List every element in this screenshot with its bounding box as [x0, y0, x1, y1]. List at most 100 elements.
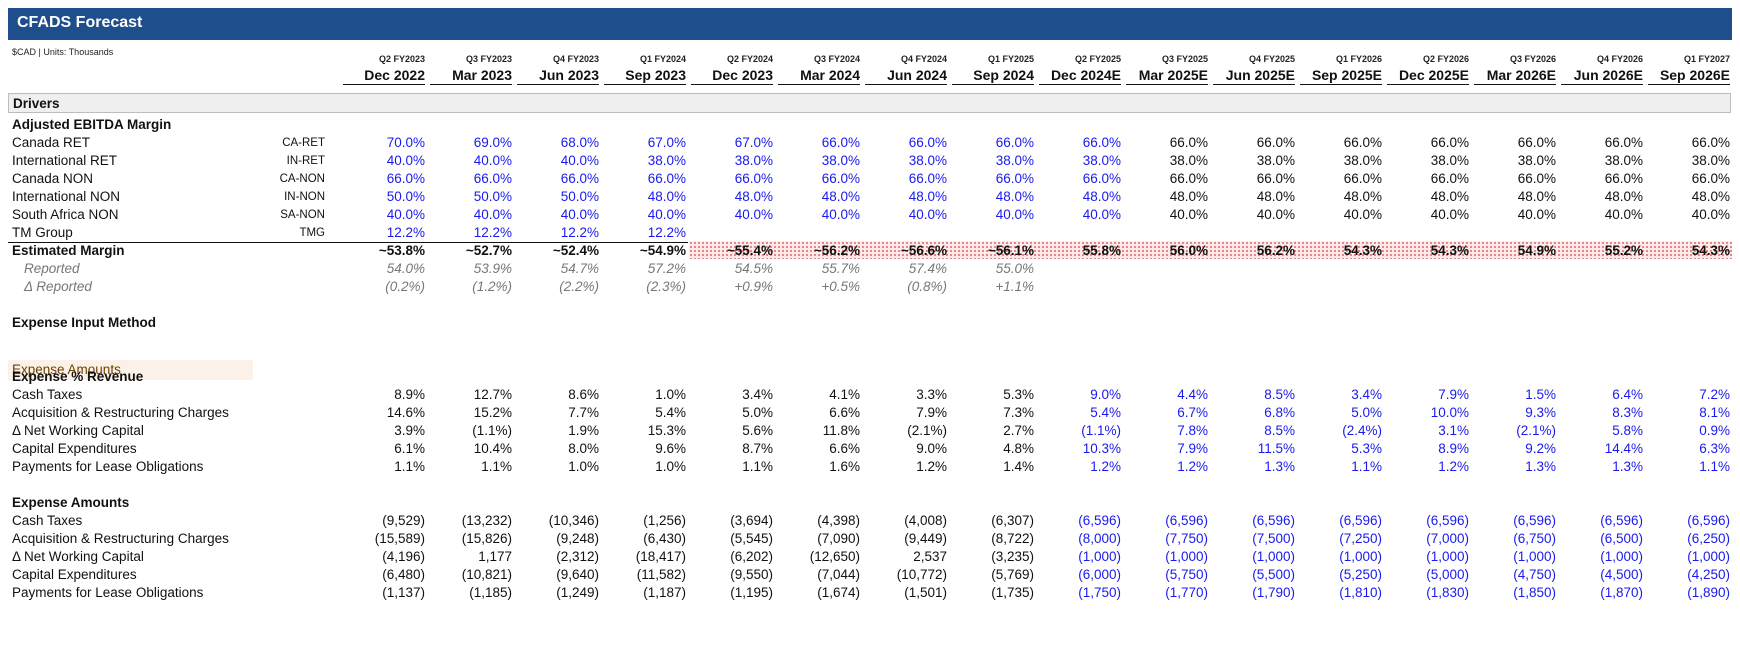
- value-cell[interactable]: (1,810): [1339, 585, 1382, 600]
- value-cell[interactable]: 12.2%: [386, 225, 425, 240]
- value-cell[interactable]: (1.2%): [472, 279, 512, 294]
- value-cell[interactable]: 40.0%: [908, 207, 947, 222]
- value-cell[interactable]: (3,235): [991, 549, 1034, 564]
- value-cell[interactable]: (1,000): [1513, 549, 1556, 564]
- value-cell[interactable]: (5,000): [1426, 567, 1469, 582]
- value-cell[interactable]: (5,545): [730, 531, 773, 546]
- value-cell[interactable]: 6.4%: [1612, 387, 1643, 402]
- value-cell[interactable]: 66.0%: [734, 171, 773, 186]
- value-cell[interactable]: 40.0%: [1430, 207, 1469, 222]
- value-cell[interactable]: (10,772): [896, 567, 947, 582]
- value-cell[interactable]: ~54.9%: [639, 243, 686, 258]
- value-cell[interactable]: 54.3%: [1343, 243, 1382, 258]
- value-cell[interactable]: 3.3%: [916, 387, 947, 402]
- value-cell[interactable]: (11,582): [636, 567, 686, 582]
- value-cell[interactable]: (6,596): [1252, 513, 1295, 528]
- value-cell[interactable]: 40.0%: [1604, 207, 1643, 222]
- value-cell[interactable]: 8.7%: [742, 441, 773, 456]
- value-cell[interactable]: (1,870): [1600, 585, 1643, 600]
- value-cell[interactable]: 66.0%: [386, 171, 425, 186]
- value-cell[interactable]: 66.0%: [1691, 171, 1730, 186]
- value-cell[interactable]: (6,596): [1513, 513, 1556, 528]
- value-cell[interactable]: 12.2%: [647, 225, 686, 240]
- value-cell[interactable]: (1,000): [1426, 549, 1469, 564]
- value-cell[interactable]: 48.0%: [821, 189, 860, 204]
- value-cell[interactable]: (2.1%): [1516, 423, 1556, 438]
- value-cell[interactable]: 48.0%: [1343, 189, 1382, 204]
- value-cell[interactable]: 8.0%: [568, 441, 599, 456]
- value-cell[interactable]: 5.4%: [1090, 405, 1121, 420]
- value-cell[interactable]: 66.0%: [1082, 171, 1121, 186]
- value-cell[interactable]: (4,398): [817, 513, 860, 528]
- value-cell[interactable]: ~52.4%: [552, 243, 599, 258]
- value-cell[interactable]: (1,790): [1252, 585, 1295, 600]
- value-cell[interactable]: (2.2%): [559, 279, 599, 294]
- value-cell[interactable]: 1.0%: [568, 459, 599, 474]
- value-cell[interactable]: (2.1%): [907, 423, 947, 438]
- value-cell[interactable]: 66.0%: [1256, 135, 1295, 150]
- value-cell[interactable]: (4,250): [1687, 567, 1730, 582]
- value-cell[interactable]: 48.0%: [1604, 189, 1643, 204]
- value-cell[interactable]: 54.5%: [734, 261, 773, 276]
- value-cell[interactable]: 1.5%: [1525, 387, 1556, 402]
- value-cell[interactable]: (1,000): [1252, 549, 1295, 564]
- value-cell[interactable]: (0.2%): [385, 279, 425, 294]
- value-cell[interactable]: ~56.1%: [987, 243, 1034, 258]
- value-cell[interactable]: 1.6%: [829, 459, 860, 474]
- value-cell[interactable]: (1,000): [1339, 549, 1382, 564]
- value-cell[interactable]: 15.2%: [473, 405, 512, 420]
- value-cell[interactable]: 66.0%: [1082, 135, 1121, 150]
- value-cell[interactable]: ~56.2%: [813, 243, 860, 258]
- value-cell[interactable]: 9.0%: [916, 441, 947, 456]
- value-cell[interactable]: +1.1%: [995, 279, 1034, 294]
- value-cell[interactable]: 0.9%: [1699, 423, 1730, 438]
- value-cell[interactable]: 66.0%: [821, 171, 860, 186]
- value-cell[interactable]: 66.0%: [1256, 171, 1295, 186]
- value-cell[interactable]: 48.0%: [647, 189, 686, 204]
- value-cell[interactable]: (5,769): [991, 567, 1034, 582]
- value-cell[interactable]: (1,137): [382, 585, 425, 600]
- value-cell[interactable]: 12.2%: [473, 225, 512, 240]
- value-cell[interactable]: 1.1%: [394, 459, 425, 474]
- value-cell[interactable]: 40.0%: [1517, 207, 1556, 222]
- value-cell[interactable]: 40.0%: [473, 207, 512, 222]
- value-cell[interactable]: (6,750): [1513, 531, 1556, 546]
- value-cell[interactable]: 11.5%: [1257, 441, 1295, 456]
- value-cell[interactable]: 12.2%: [560, 225, 599, 240]
- value-cell[interactable]: (4,500): [1600, 567, 1643, 582]
- value-cell[interactable]: 40.0%: [1169, 207, 1208, 222]
- value-cell[interactable]: 38.0%: [1691, 153, 1730, 168]
- value-cell[interactable]: 54.9%: [1517, 243, 1556, 258]
- value-cell[interactable]: (0.8%): [907, 279, 947, 294]
- value-cell[interactable]: +0.9%: [734, 279, 773, 294]
- value-cell[interactable]: 6.3%: [1699, 441, 1730, 456]
- value-cell[interactable]: 66.0%: [1343, 171, 1382, 186]
- value-cell[interactable]: (1,890): [1687, 585, 1730, 600]
- value-cell[interactable]: ~53.8%: [378, 243, 425, 258]
- value-cell[interactable]: (1.1%): [1081, 423, 1121, 438]
- value-cell[interactable]: 66.0%: [821, 135, 860, 150]
- value-cell[interactable]: 1.9%: [568, 423, 599, 438]
- value-cell[interactable]: (10,346): [548, 513, 599, 528]
- value-cell[interactable]: 7.8%: [1177, 423, 1208, 438]
- value-cell[interactable]: 48.0%: [1256, 189, 1295, 204]
- value-cell[interactable]: (6,596): [1078, 513, 1121, 528]
- value-cell[interactable]: 1.2%: [1090, 459, 1121, 474]
- value-cell[interactable]: (12,650): [809, 549, 860, 564]
- value-cell[interactable]: (10,821): [461, 567, 512, 582]
- value-cell[interactable]: (3,694): [730, 513, 773, 528]
- value-cell[interactable]: 66.0%: [1430, 171, 1469, 186]
- value-cell[interactable]: 38.0%: [821, 153, 860, 168]
- value-cell[interactable]: ~55.4%: [726, 243, 773, 258]
- value-cell[interactable]: 11.8%: [822, 423, 860, 438]
- value-cell[interactable]: 56.0%: [1169, 243, 1208, 258]
- value-cell[interactable]: 1.1%: [1699, 459, 1730, 474]
- value-cell[interactable]: 7.7%: [568, 405, 599, 420]
- value-cell[interactable]: 66.0%: [1430, 135, 1469, 150]
- value-cell[interactable]: 6.6%: [829, 441, 860, 456]
- value-cell[interactable]: 4.1%: [829, 387, 860, 402]
- value-cell[interactable]: 57.4%: [908, 261, 947, 276]
- value-cell[interactable]: 48.0%: [734, 189, 773, 204]
- value-cell[interactable]: 38.0%: [1082, 153, 1121, 168]
- value-cell[interactable]: (6,596): [1339, 513, 1382, 528]
